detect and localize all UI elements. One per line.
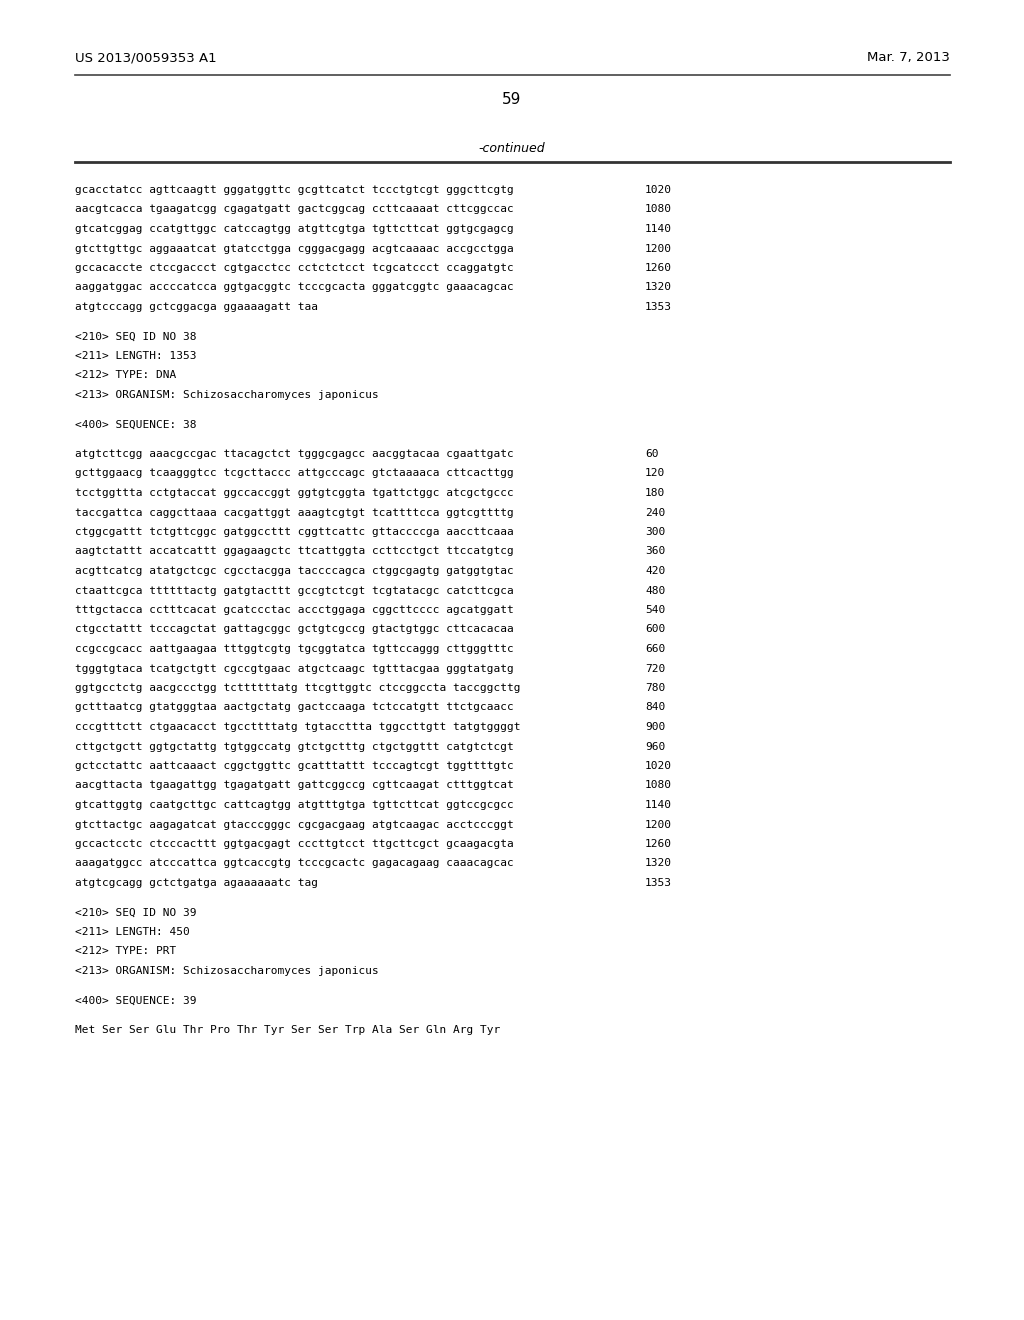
Text: <210> SEQ ID NO 38: <210> SEQ ID NO 38	[75, 331, 197, 342]
Text: aaggatggac accccatcca ggtgacggtc tcccgcacta gggatcggtc gaaacagcac: aaggatggac accccatcca ggtgacggtc tcccgca…	[75, 282, 514, 293]
Text: gcttggaacg tcaagggtcc tcgcttaccc attgcccagc gtctaaaaca cttcacttgg: gcttggaacg tcaagggtcc tcgcttaccc attgccc…	[75, 469, 514, 479]
Text: 59: 59	[503, 92, 521, 107]
Text: Met Ser Ser Glu Thr Pro Thr Tyr Ser Ser Trp Ala Ser Gln Arg Tyr: Met Ser Ser Glu Thr Pro Thr Tyr Ser Ser …	[75, 1026, 501, 1035]
Text: 1260: 1260	[645, 263, 672, 273]
Text: gtcattggtg caatgcttgc cattcagtgg atgtttgtga tgttcttcat ggtccgcgcc: gtcattggtg caatgcttgc cattcagtgg atgtttg…	[75, 800, 514, 810]
Text: tgggtgtaca tcatgctgtt cgccgtgaac atgctcaagc tgtttacgaa gggtatgatg: tgggtgtaca tcatgctgtt cgccgtgaac atgctca…	[75, 664, 514, 673]
Text: 1200: 1200	[645, 820, 672, 829]
Text: Mar. 7, 2013: Mar. 7, 2013	[867, 51, 950, 65]
Text: 960: 960	[645, 742, 666, 751]
Text: 780: 780	[645, 682, 666, 693]
Text: <211> LENGTH: 450: <211> LENGTH: 450	[75, 927, 189, 937]
Text: 1260: 1260	[645, 840, 672, 849]
Text: 1080: 1080	[645, 780, 672, 791]
Text: tttgctacca cctttcacat gcatccctac accctggaga cggcttcccc agcatggatt: tttgctacca cctttcacat gcatccctac accctgg…	[75, 605, 514, 615]
Text: gcacctatcc agttcaagtt gggatggttc gcgttcatct tccctgtcgt gggcttcgtg: gcacctatcc agttcaagtt gggatggttc gcgttca…	[75, 185, 514, 195]
Text: gctttaatcg gtatgggtaa aactgctatg gactccaaga tctccatgtt ttctgcaacc: gctttaatcg gtatgggtaa aactgctatg gactcca…	[75, 702, 514, 713]
Text: 660: 660	[645, 644, 666, 653]
Text: 360: 360	[645, 546, 666, 557]
Text: 1020: 1020	[645, 185, 672, 195]
Text: <400> SEQUENCE: 39: <400> SEQUENCE: 39	[75, 995, 197, 1006]
Text: gtcttgttgc aggaaatcat gtatcctgga cgggacgagg acgtcaaaac accgcctgga: gtcttgttgc aggaaatcat gtatcctgga cgggacg…	[75, 243, 514, 253]
Text: gctcctattc aattcaaact cggctggttc gcatttattt tcccagtcgt tggttttgtc: gctcctattc aattcaaact cggctggttc gcattta…	[75, 762, 514, 771]
Text: 300: 300	[645, 527, 666, 537]
Text: gtcttactgc aagagatcat gtacccgggc cgcgacgaag atgtcaagac acctcccggt: gtcttactgc aagagatcat gtacccgggc cgcgacg…	[75, 820, 514, 829]
Text: 180: 180	[645, 488, 666, 498]
Text: cccgtttctt ctgaacacct tgccttttatg tgtaccttta tggccttgtt tatgtggggt: cccgtttctt ctgaacacct tgccttttatg tgtacc…	[75, 722, 520, 733]
Text: cttgctgctt ggtgctattg tgtggccatg gtctgctttg ctgctggttt catgtctcgt: cttgctgctt ggtgctattg tgtggccatg gtctgct…	[75, 742, 514, 751]
Text: <213> ORGANISM: Schizosaccharomyces japonicus: <213> ORGANISM: Schizosaccharomyces japo…	[75, 966, 379, 975]
Text: ccgccgcacc aattgaagaa tttggtcgtg tgcggtatca tgttccaggg cttgggtttc: ccgccgcacc aattgaagaa tttggtcgtg tgcggta…	[75, 644, 514, 653]
Text: taccgattca caggcttaaa cacgattggt aaagtcgtgt tcattttcca ggtcgttttg: taccgattca caggcttaaa cacgattggt aaagtcg…	[75, 507, 514, 517]
Text: 240: 240	[645, 507, 666, 517]
Text: 1020: 1020	[645, 762, 672, 771]
Text: aaagatggcc atcccattca ggtcaccgtg tcccgcactc gagacagaag caaacagcac: aaagatggcc atcccattca ggtcaccgtg tcccgca…	[75, 858, 514, 869]
Text: 60: 60	[645, 449, 658, 459]
Text: 1140: 1140	[645, 800, 672, 810]
Text: 1353: 1353	[645, 878, 672, 888]
Text: gccactcctc ctcccacttt ggtgacgagt cccttgtcct ttgcttcgct gcaagacgta: gccactcctc ctcccacttt ggtgacgagt cccttgt…	[75, 840, 514, 849]
Text: atgtcgcagg gctctgatga agaaaaaatc tag: atgtcgcagg gctctgatga agaaaaaatc tag	[75, 878, 318, 888]
Text: <212> TYPE: DNA: <212> TYPE: DNA	[75, 371, 176, 380]
Text: <210> SEQ ID NO 39: <210> SEQ ID NO 39	[75, 908, 197, 917]
Text: <211> LENGTH: 1353: <211> LENGTH: 1353	[75, 351, 197, 360]
Text: 1200: 1200	[645, 243, 672, 253]
Text: ctaattcgca ttttttactg gatgtacttt gccgtctcgt tcgtatacgc catcttcgca: ctaattcgca ttttttactg gatgtacttt gccgtct…	[75, 586, 514, 595]
Text: gccacaccte ctccgaccct cgtgacctcc cctctctcct tcgcatccct ccaggatgtc: gccacaccte ctccgaccct cgtgacctcc cctctct…	[75, 263, 514, 273]
Text: 1320: 1320	[645, 282, 672, 293]
Text: 1320: 1320	[645, 858, 672, 869]
Text: 900: 900	[645, 722, 666, 733]
Text: ctggcgattt tctgttcggc gatggccttt cggttcattc gttaccccga aaccttcaaa: ctggcgattt tctgttcggc gatggccttt cggttca…	[75, 527, 514, 537]
Text: <213> ORGANISM: Schizosaccharomyces japonicus: <213> ORGANISM: Schizosaccharomyces japo…	[75, 389, 379, 400]
Text: aagtctattt accatcattt ggagaagctc ttcattggta ccttcctgct ttccatgtcg: aagtctattt accatcattt ggagaagctc ttcattg…	[75, 546, 514, 557]
Text: 840: 840	[645, 702, 666, 713]
Text: <212> TYPE: PRT: <212> TYPE: PRT	[75, 946, 176, 957]
Text: ggtgcctctg aacgccctgg tcttttttatg ttcgttggtc ctccggccta taccggcttg: ggtgcctctg aacgccctgg tcttttttatg ttcgtt…	[75, 682, 520, 693]
Text: tcctggttta cctgtaccat ggccaccggt ggtgtcggta tgattctggc atcgctgccc: tcctggttta cctgtaccat ggccaccggt ggtgtcg…	[75, 488, 514, 498]
Text: -continued: -continued	[478, 141, 546, 154]
Text: 120: 120	[645, 469, 666, 479]
Text: 540: 540	[645, 605, 666, 615]
Text: 480: 480	[645, 586, 666, 595]
Text: acgttcatcg atatgctcgc cgcctacgga taccccagca ctggcgagtg gatggtgtac: acgttcatcg atatgctcgc cgcctacgga tacccca…	[75, 566, 514, 576]
Text: 600: 600	[645, 624, 666, 635]
Text: 1080: 1080	[645, 205, 672, 214]
Text: ctgcctattt tcccagctat gattagcggc gctgtcgccg gtactgtggc cttcacacaa: ctgcctattt tcccagctat gattagcggc gctgtcg…	[75, 624, 514, 635]
Text: atgtcttcgg aaacgccgac ttacagctct tgggcgagcc aacggtacaa cgaattgatc: atgtcttcgg aaacgccgac ttacagctct tgggcga…	[75, 449, 514, 459]
Text: gtcatcggag ccatgttggc catccagtgg atgttcgtga tgttcttcat ggtgcgagcg: gtcatcggag ccatgttggc catccagtgg atgttcg…	[75, 224, 514, 234]
Text: 420: 420	[645, 566, 666, 576]
Text: atgtcccagg gctcggacga ggaaaagatt taa: atgtcccagg gctcggacga ggaaaagatt taa	[75, 302, 318, 312]
Text: US 2013/0059353 A1: US 2013/0059353 A1	[75, 51, 217, 65]
Text: <400> SEQUENCE: 38: <400> SEQUENCE: 38	[75, 420, 197, 429]
Text: aacgttacta tgaagattgg tgagatgatt gattcggccg cgttcaagat ctttggtcat: aacgttacta tgaagattgg tgagatgatt gattcgg…	[75, 780, 514, 791]
Text: 720: 720	[645, 664, 666, 673]
Text: aacgtcacca tgaagatcgg cgagatgatt gactcggcag ccttcaaaat cttcggccac: aacgtcacca tgaagatcgg cgagatgatt gactcgg…	[75, 205, 514, 214]
Text: 1140: 1140	[645, 224, 672, 234]
Text: 1353: 1353	[645, 302, 672, 312]
